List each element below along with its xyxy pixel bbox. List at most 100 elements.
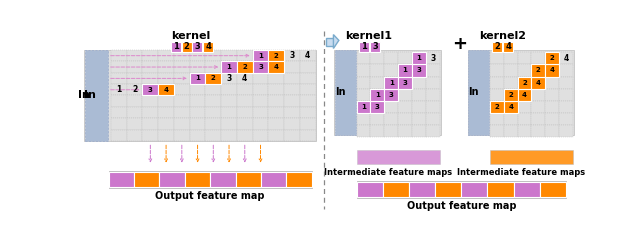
Bar	[398, 125, 412, 137]
Bar	[412, 52, 426, 64]
Bar	[371, 52, 384, 64]
Bar	[300, 61, 316, 73]
Text: In: In	[78, 91, 90, 100]
Bar	[559, 52, 573, 64]
Bar	[545, 125, 559, 137]
Bar	[300, 50, 316, 61]
Bar	[559, 64, 573, 77]
Bar	[143, 118, 158, 129]
Bar	[174, 73, 189, 84]
Bar	[111, 50, 127, 61]
Text: 2: 2	[243, 64, 247, 70]
Text: 4: 4	[305, 51, 310, 60]
Bar	[335, 50, 356, 135]
Bar	[426, 101, 440, 113]
Bar	[158, 96, 174, 107]
Bar	[300, 84, 316, 96]
Bar	[426, 113, 440, 125]
Bar	[356, 181, 566, 198]
Bar	[383, 182, 409, 197]
Text: 2: 2	[536, 68, 541, 73]
Bar	[468, 50, 489, 135]
Text: kernel2: kernel2	[479, 31, 526, 41]
Bar	[189, 84, 205, 96]
Text: In: In	[335, 87, 346, 97]
Text: +: +	[452, 35, 467, 53]
Bar	[504, 113, 518, 125]
Bar	[398, 64, 412, 77]
Bar	[284, 96, 300, 107]
Bar	[253, 73, 268, 84]
Bar	[490, 113, 504, 125]
Bar	[111, 84, 127, 96]
Bar	[334, 50, 441, 135]
Bar	[237, 73, 253, 84]
Bar	[426, 64, 440, 77]
Text: 2: 2	[132, 85, 137, 94]
Bar	[531, 89, 545, 101]
Bar	[490, 150, 573, 164]
Bar	[268, 50, 284, 61]
Text: 1: 1	[417, 55, 421, 61]
Bar	[127, 118, 143, 129]
Bar	[518, 77, 531, 89]
Text: 4: 4	[242, 74, 248, 83]
Bar	[189, 50, 205, 61]
Bar	[426, 89, 440, 101]
Bar	[189, 61, 205, 73]
Bar	[134, 172, 159, 187]
Bar	[398, 89, 412, 101]
Bar	[518, 52, 531, 64]
Bar	[370, 41, 380, 51]
Bar	[412, 113, 426, 125]
Bar	[111, 129, 127, 141]
Bar	[158, 61, 174, 73]
Bar	[237, 129, 253, 141]
Bar	[371, 89, 384, 101]
Bar	[253, 50, 268, 61]
Bar	[490, 125, 504, 137]
Bar	[111, 107, 127, 118]
Bar	[268, 61, 284, 73]
Bar	[286, 172, 312, 187]
Text: 1: 1	[403, 68, 408, 73]
Text: 4: 4	[508, 104, 513, 110]
Text: In: In	[468, 87, 479, 97]
Bar	[236, 172, 261, 187]
Bar	[268, 96, 284, 107]
Bar	[384, 89, 398, 101]
Bar	[284, 73, 300, 84]
Text: 1: 1	[388, 80, 394, 86]
Bar	[371, 125, 384, 137]
Bar	[490, 89, 504, 101]
Bar	[205, 50, 221, 61]
Bar	[356, 52, 371, 64]
Bar	[545, 77, 559, 89]
Bar	[300, 129, 316, 141]
Text: 2: 2	[184, 42, 189, 51]
Bar	[109, 171, 312, 188]
Bar	[221, 61, 237, 73]
Bar	[518, 89, 531, 101]
Text: 3: 3	[375, 104, 380, 110]
Bar	[398, 113, 412, 125]
Bar	[371, 113, 384, 125]
Bar	[492, 41, 502, 51]
Bar	[237, 96, 253, 107]
Bar	[545, 113, 559, 125]
Text: 3: 3	[195, 42, 200, 51]
Bar	[158, 129, 174, 141]
Bar	[174, 84, 189, 96]
Bar	[221, 129, 237, 141]
Bar	[504, 77, 518, 89]
Text: 1: 1	[116, 85, 122, 94]
Bar	[398, 52, 412, 64]
Bar	[189, 73, 205, 84]
Bar	[205, 118, 221, 129]
Bar	[384, 77, 398, 89]
Bar	[284, 107, 300, 118]
Text: 3: 3	[430, 54, 435, 63]
Bar	[559, 101, 573, 113]
Bar	[127, 73, 143, 84]
Bar	[253, 84, 268, 96]
